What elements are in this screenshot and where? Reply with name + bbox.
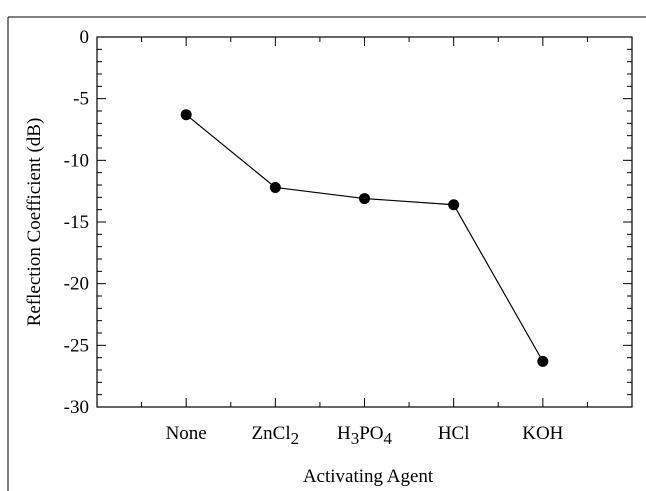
x-axis: None ZnCl2 H3PO4 HCl KOH (141, 37, 588, 448)
series-line (185, 114, 544, 362)
x-tick-label-koh: KOH (522, 423, 563, 444)
x-tick-label-none: None (166, 423, 207, 444)
y-tick-label: -30 (64, 397, 89, 418)
x-tick-label-zncl2: ZnCl2 (252, 423, 300, 448)
data-point-hcl (448, 199, 460, 211)
y-tick-label: -15 (64, 212, 89, 233)
x-axis-label: Activating Agent (303, 466, 434, 487)
data-point-none (180, 109, 192, 121)
data-series (180, 109, 549, 367)
y-tick-label: -25 (64, 335, 89, 356)
y-axis: 0 -5 -10 -15 -20 -25 -30 (64, 27, 632, 418)
data-point-koh (537, 355, 549, 367)
data-point-zncl2 (269, 181, 281, 193)
x-tick-label-hcl: HCl (438, 423, 470, 444)
x-tick-label-h3po4: H3PO4 (337, 423, 393, 448)
y-tick-label: -10 (64, 150, 89, 171)
plot-area (96, 36, 633, 408)
y-tick-label: -5 (73, 89, 89, 110)
data-point-h3po4 (359, 193, 370, 205)
y-tick-label: -20 (64, 274, 89, 295)
y-tick-label: 0 (80, 27, 90, 48)
y-axis-label: Reflection Coefficient (dB) (24, 118, 45, 327)
